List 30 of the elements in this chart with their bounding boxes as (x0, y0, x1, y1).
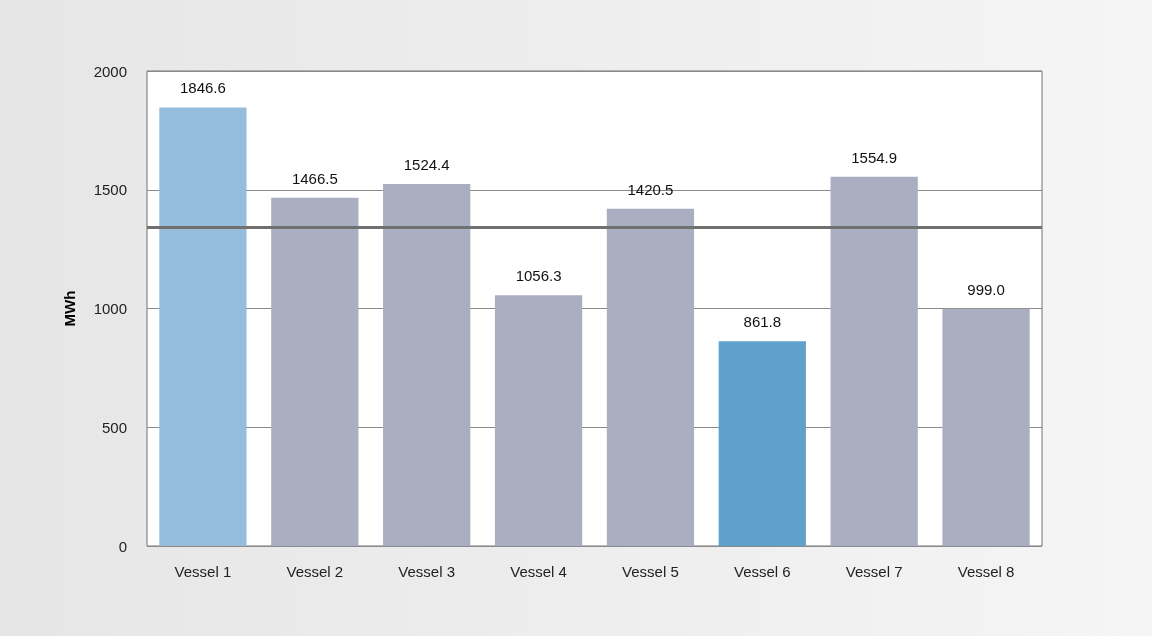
data-label: 1466.5 (291, 169, 338, 187)
x-tick-label: Vessel 3 (398, 563, 456, 580)
x-tick-label: Vessel 5 (622, 563, 679, 580)
y-tick-label: 2000 (93, 62, 127, 80)
data-label: 1056.3 (515, 267, 562, 285)
data-label: 1846.6 (179, 79, 226, 97)
bar (494, 295, 583, 546)
x-tick-label: Vessel 2 (286, 563, 344, 580)
x-tick-label: Vessel 8 (957, 563, 1015, 580)
x-tick-label: Vessel 4 (510, 563, 567, 580)
x-tick-label: Vessel 1 (174, 563, 232, 580)
bar (942, 308, 1030, 546)
y-tick-label: 1500 (93, 181, 127, 199)
data-label: 1420.5 (627, 180, 674, 198)
data-label: 861.8 (743, 313, 782, 331)
bar (383, 183, 471, 546)
data-label: 1524.4 (403, 155, 450, 173)
bar (606, 208, 695, 546)
y-tick-label: 0 (118, 537, 127, 555)
bar (271, 197, 359, 546)
bar (159, 107, 247, 546)
data-label: 999.0 (967, 280, 1005, 298)
y-axis-title: MWh (61, 290, 78, 327)
bar (830, 176, 918, 546)
y-tick-label: 1000 (93, 300, 127, 317)
x-tick-label: Vessel 6 (733, 563, 791, 580)
y-tick-label: 500 (101, 418, 127, 436)
data-label: 1554.9 (851, 148, 898, 166)
x-tick-label: Vessel 7 (845, 563, 903, 580)
bar (718, 341, 806, 546)
